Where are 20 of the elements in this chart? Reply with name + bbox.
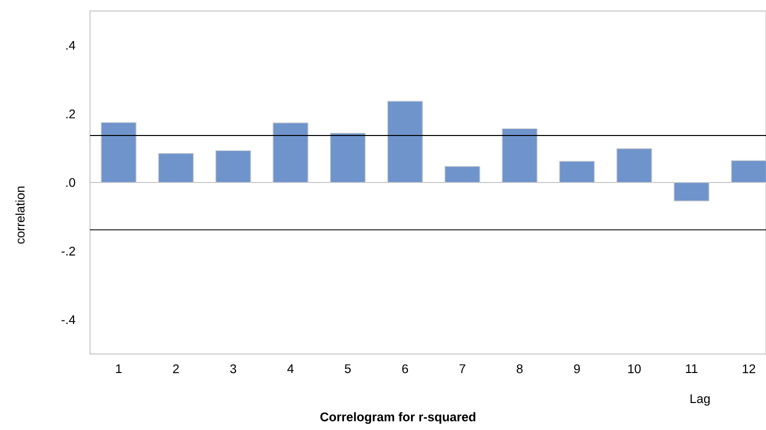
x-axis-title: Lag — [690, 394, 710, 406]
y-axis-title: correlation — [15, 186, 25, 244]
x-tick-label: 10 — [628, 364, 641, 374]
y-tick-label: -.2 — [62, 246, 76, 256]
x-tick-label: 3 — [230, 364, 236, 374]
x-tick-label: 8 — [516, 364, 523, 374]
x-tick-label: 1 — [116, 364, 122, 373]
x-tick-label: 9 — [574, 364, 580, 374]
x-tick-label: 12 — [742, 364, 756, 374]
y-tick-label: .4 — [66, 41, 76, 50]
y-tick-label: .2 — [66, 110, 76, 118]
x-tick-label: 2 — [173, 364, 179, 374]
x-tick-label: 11 — [686, 364, 698, 373]
x-tick-label: 4 — [287, 364, 294, 373]
y-tick-label: -.4 — [62, 315, 76, 324]
x-tick-label: 6 — [402, 364, 408, 374]
x-tick-label: 7 — [460, 364, 466, 373]
x-tick-label: 5 — [344, 364, 351, 374]
text: Correlogram for r-squared — [320, 412, 476, 424]
y-tick-label: .0 — [66, 178, 76, 187]
